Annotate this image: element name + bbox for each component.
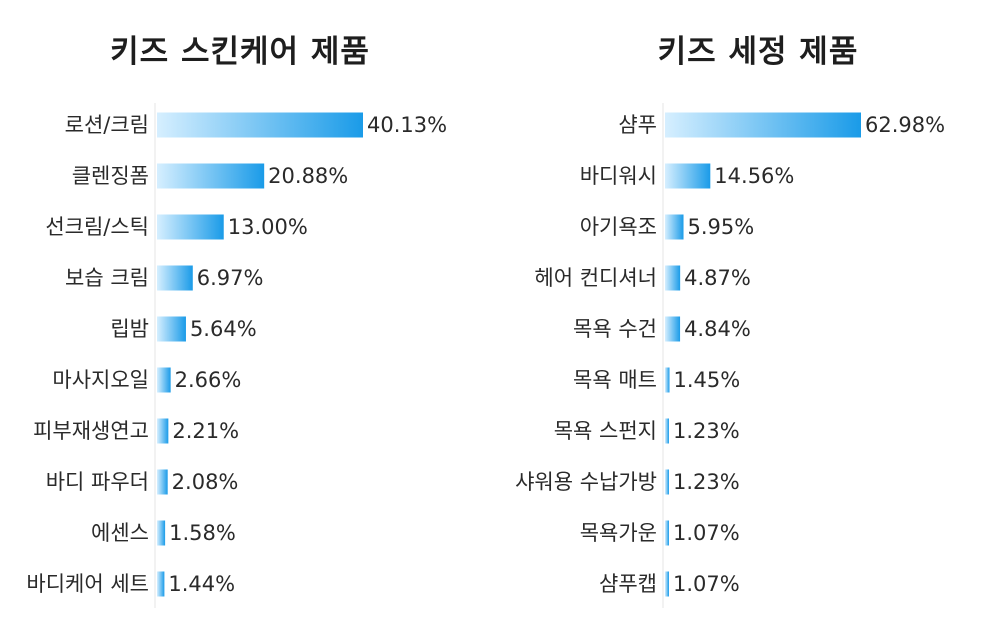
bar bbox=[157, 214, 224, 240]
chart-panel-skincare: 키즈 스킨케어 제품 로션/크림 40.13% 클렌징폼 20.88% 선크림/스틱 13… bbox=[26, 34, 447, 608]
chart-title: 키즈 세정 제품 bbox=[657, 34, 859, 70]
category-label: 목욕가운 bbox=[580, 521, 657, 545]
category-label: 피부재생연고 bbox=[33, 419, 149, 443]
bar bbox=[665, 469, 669, 495]
data-label: 13.00% bbox=[228, 215, 308, 239]
category-label: 헤어 컨디셔너 bbox=[534, 266, 657, 290]
data-label: 1.58% bbox=[169, 521, 236, 545]
bar-chart-skincare: 로션/크림 40.13% 클렌징폼 20.88% 선크림/스틱 13.00% 보습 크림 6.… bbox=[26, 103, 447, 608]
data-label: 1.07% bbox=[673, 521, 740, 545]
category-label: 선크림/스틱 bbox=[45, 215, 149, 239]
data-label: 2.66% bbox=[175, 368, 242, 392]
category-label: 샤워용 수납가방 bbox=[515, 470, 657, 494]
data-label: 20.88% bbox=[268, 164, 348, 188]
bar bbox=[665, 316, 681, 342]
bar bbox=[157, 265, 193, 291]
category-label: 클렌징폼 bbox=[72, 164, 149, 188]
category-label: 로션/크림 bbox=[65, 113, 149, 137]
bar bbox=[157, 112, 363, 138]
data-label: 4.87% bbox=[684, 266, 751, 290]
bar bbox=[665, 112, 861, 138]
bar bbox=[665, 265, 681, 291]
bar bbox=[665, 163, 711, 189]
category-label: 바디워시 bbox=[580, 164, 657, 188]
bar bbox=[665, 418, 669, 444]
data-label: 6.97% bbox=[197, 266, 264, 290]
data-label: 40.13% bbox=[367, 113, 447, 137]
chart-title: 키즈 스킨케어 제품 bbox=[110, 34, 370, 70]
bar bbox=[157, 571, 165, 597]
bar bbox=[665, 367, 670, 393]
bar bbox=[157, 520, 166, 546]
category-label: 목욕 스펀지 bbox=[554, 419, 657, 443]
data-label: 5.95% bbox=[688, 215, 755, 239]
bar bbox=[157, 367, 171, 393]
bar bbox=[157, 418, 169, 444]
category-label: 바디케어 세트 bbox=[26, 572, 149, 596]
category-label: 샴푸 bbox=[618, 113, 657, 137]
category-label: 목욕 매트 bbox=[573, 368, 657, 392]
data-label: 1.44% bbox=[168, 572, 235, 596]
data-label: 1.23% bbox=[673, 419, 740, 443]
data-label: 4.84% bbox=[684, 317, 751, 341]
data-label: 5.64% bbox=[190, 317, 257, 341]
bar bbox=[665, 214, 684, 240]
bar bbox=[157, 469, 168, 495]
bar bbox=[157, 163, 265, 189]
chart-panel-cleansing: 키즈 세정 제품 샴푸 62.98% 바디워시 14.56% 아기욕조 5.95% 헤어 컨… bbox=[500, 0, 1000, 629]
category-label: 목욕 수건 bbox=[573, 317, 657, 341]
data-label: 1.07% bbox=[673, 572, 740, 596]
category-label: 보습 크림 bbox=[65, 266, 149, 290]
category-label: 마사지오일 bbox=[52, 368, 149, 392]
category-label: 샴푸캡 bbox=[599, 572, 657, 596]
data-label: 14.56% bbox=[714, 164, 794, 188]
category-label: 아기욕조 bbox=[580, 215, 657, 239]
bar-chart-cleansing: 샴푸 62.98% 바디워시 14.56% 아기욕조 5.95% 헤어 컨디셔너 4.87% 목… bbox=[515, 103, 945, 608]
category-label: 바디 파우더 bbox=[46, 470, 149, 494]
data-label: 1.45% bbox=[674, 368, 741, 392]
data-label: 2.08% bbox=[172, 470, 239, 494]
data-label: 1.23% bbox=[673, 470, 740, 494]
bar bbox=[665, 571, 669, 597]
data-label: 62.98% bbox=[865, 113, 945, 137]
category-label: 에센스 bbox=[91, 521, 149, 545]
data-label: 2.21% bbox=[172, 419, 239, 443]
bar bbox=[157, 316, 186, 342]
category-label: 립밤 bbox=[110, 317, 149, 341]
bar bbox=[665, 520, 669, 546]
